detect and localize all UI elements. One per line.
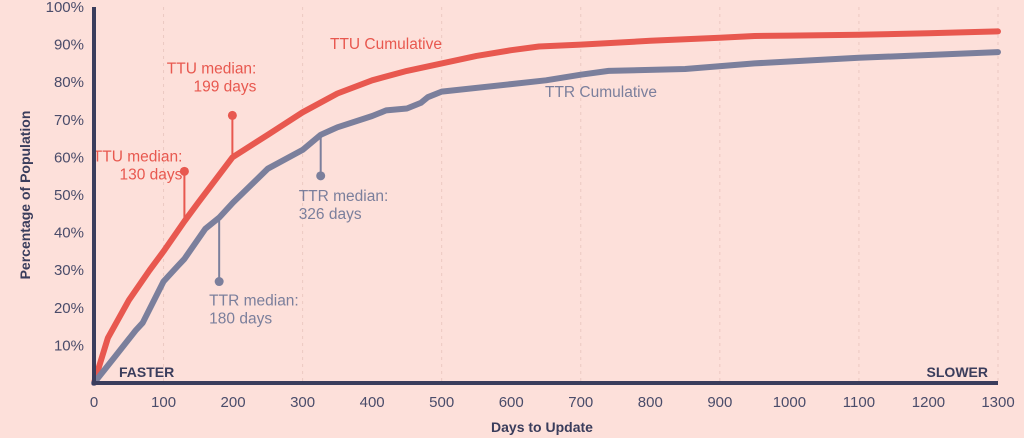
annotation-dot (316, 171, 326, 181)
y-tick-label: 50% (54, 187, 84, 204)
x-tick-label: 100 (151, 394, 176, 411)
annotation-value: 199 days (193, 78, 256, 95)
series-lines (91, 28, 1001, 386)
x-axis-title: Days to Update (491, 419, 593, 435)
y-tick-label: 80% (54, 74, 84, 91)
x-tick-label: 400 (360, 394, 385, 411)
ttr-line (91, 49, 1001, 386)
annotation-title: TTR median: (209, 293, 299, 310)
annotation-value: 130 days (119, 166, 182, 183)
faster-label: FASTER (119, 364, 174, 380)
x-tick-label: 1200 (912, 394, 945, 411)
annotation-dot (179, 166, 189, 176)
y-tick-label: 70% (54, 112, 84, 129)
grid (163, 7, 999, 383)
y-tick-label: 90% (54, 37, 84, 54)
ttu-line (91, 28, 1001, 386)
x-tick-label: 0 (90, 394, 98, 411)
x-tick-label: 500 (429, 394, 454, 411)
ttr-series-label: TTR Cumulative (545, 84, 657, 101)
x-tick-label: 1000 (773, 394, 806, 411)
x-tick-label: 700 (568, 394, 593, 411)
y-axis-title: Percentage of Population (17, 111, 33, 280)
y-tick-label: 60% (54, 149, 84, 166)
y-tick-label: 40% (54, 225, 84, 242)
x-tick-label: 1100 (843, 394, 875, 411)
annotation-value: 326 days (299, 206, 362, 223)
annotation-title: TTU median: (167, 60, 257, 77)
annotation-value: 180 days (209, 311, 272, 328)
x-tick-label: 300 (290, 394, 315, 411)
y-tick-label: 10% (54, 337, 84, 354)
x-tick-label: 600 (499, 394, 524, 411)
median-annotation: TTR median:180 days (209, 217, 299, 328)
y-tick-label: 20% (54, 300, 84, 317)
annotation-dot (227, 110, 237, 120)
y-tick-label: 30% (54, 262, 84, 279)
ttu-series-label: TTU Cumulative (330, 36, 442, 53)
x-tick-label: 1300 (981, 394, 1014, 411)
annotation-title: TTU median: (93, 148, 183, 165)
median-annotation: TTU median:130 days (93, 148, 189, 222)
slower-label: SLOWER (927, 364, 988, 380)
x-ticks: 0 100 200 300 400 500 600 700 800 900 1000 1100 1200… (90, 394, 1015, 411)
annotation-dot (214, 277, 224, 287)
median-annotation: TTR median:326 days (299, 134, 389, 223)
annotation-title: TTR median: (299, 188, 389, 205)
y-ticks: 10% 20% 30% 40% 50% 60% 70% 80% 90% 100% (46, 0, 84, 354)
x-tick-label: 900 (707, 394, 732, 411)
x-tick-label: 800 (638, 394, 663, 411)
x-tick-label: 200 (221, 394, 246, 411)
y-tick-label: 100% (46, 0, 84, 16)
median-annotation: TTU median:199 days (167, 60, 257, 158)
